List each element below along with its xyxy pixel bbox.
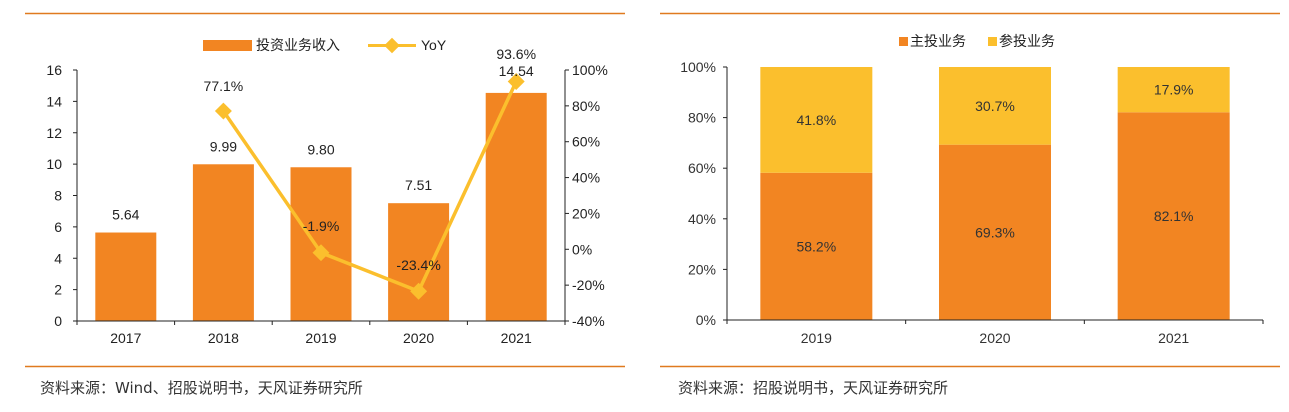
- bar-participation-2021: [1117, 67, 1230, 113]
- left-tick-label: 2: [54, 282, 62, 298]
- main-share-label: 69.3%: [975, 224, 1015, 240]
- bar-participation-2020: [939, 67, 1051, 145]
- yoy-value-label: -23.4%: [396, 257, 440, 273]
- x-tick-label: 2021: [1158, 330, 1189, 346]
- x-tick-label: 2018: [208, 330, 239, 346]
- y-tick-label: 20%: [688, 261, 716, 277]
- bar-main-2021: [1117, 112, 1230, 320]
- main-share-label: 82.1%: [1154, 208, 1194, 224]
- legend-marker-yoy: [384, 37, 400, 54]
- x-tick-label: 2020: [979, 330, 1010, 346]
- bar-revenue-2021: [485, 92, 547, 321]
- bar-main-2020: [939, 144, 1051, 320]
- right-tick-label: 80%: [572, 98, 600, 114]
- left-tick-label: 4: [54, 250, 62, 266]
- bar-revenue-2017: [95, 232, 157, 321]
- yoy-point-2019: [312, 244, 330, 262]
- right-tick-label: -40%: [572, 313, 605, 329]
- yoy-value-label: -1.9%: [303, 218, 340, 234]
- right-source-note: 资料来源：招股说明书，天风证券研究所: [678, 379, 949, 397]
- right-tick-label: -20%: [572, 277, 605, 293]
- bar-revenue-2018: [192, 164, 254, 321]
- legend-label-yoy: YoY: [421, 37, 447, 53]
- bar-value-label: 9.80: [307, 141, 334, 157]
- legend-swatch-bar: [203, 40, 252, 51]
- participation-share-label: 17.9%: [1154, 82, 1194, 98]
- bar-revenue-2019: [290, 167, 352, 321]
- right-chart-panel: 主投业务 参投业务 58.2% 41.8% 2019 69.3% 30.7% 2020 82.1…: [660, 0, 1289, 407]
- left-tick-label: 0: [54, 313, 62, 329]
- right-tick-label: 100%: [572, 62, 608, 78]
- left-tick-label: 12: [46, 125, 62, 141]
- x-tick-label: 2020: [403, 330, 434, 346]
- right-tick-label: 0%: [572, 241, 592, 257]
- participation-share-label: 41.8%: [796, 112, 836, 128]
- x-tick-label: 2019: [305, 330, 336, 346]
- right-tick-label: 60%: [572, 134, 600, 150]
- x-tick-label: 2019: [801, 330, 832, 346]
- business-share-chart: 主投业务 参投业务 58.2% 41.8% 2019 69.3% 30.7% 2020 82.1…: [660, 12, 1280, 368]
- x-tick-label: 2021: [501, 330, 532, 346]
- revenue-yoy-chart: 投资业务收入 YoY 0 2 4 6 8 10 12 14 16 -40% -20% 0% 20% 40% 60…: [25, 12, 625, 368]
- legend-swatch-main: [899, 37, 908, 46]
- yoy-point-2018: [214, 102, 232, 120]
- yoy-value-label: 93.6%: [496, 46, 536, 62]
- bar-participation-2019: [760, 67, 873, 173]
- bar-value-label: 7.51: [405, 177, 432, 193]
- main-share-label: 58.2%: [796, 238, 836, 254]
- left-tick-label: 10: [46, 156, 62, 172]
- left-tick-label: 6: [54, 219, 62, 235]
- legend-label-main: 主投业务: [910, 33, 966, 49]
- bar-main-2019: [760, 172, 873, 320]
- y-tick-label: 0%: [696, 312, 716, 328]
- right-tick-label: 20%: [572, 205, 600, 221]
- bar-value-label: 5.64: [112, 207, 139, 223]
- bar-value-label: 9.99: [210, 138, 237, 154]
- bar-revenue-2020: [388, 203, 450, 321]
- legend-label-participation: 参投业务: [999, 33, 1055, 49]
- yoy-value-label: 77.1%: [204, 78, 244, 94]
- y-tick-label: 100%: [680, 59, 716, 75]
- left-source-note: 资料来源：Wind、招股说明书，天风证券研究所: [40, 379, 363, 397]
- bar-value-label: 14.54: [499, 63, 534, 79]
- left-tick-label: 8: [54, 188, 62, 204]
- x-tick-label: 2017: [110, 330, 141, 346]
- legend-swatch-participation: [988, 37, 997, 46]
- y-tick-label: 80%: [688, 110, 716, 126]
- left-tick-label: 16: [46, 62, 62, 78]
- yoy-line: [221, 80, 518, 293]
- y-tick-label: 40%: [688, 211, 716, 227]
- left-tick-label: 14: [46, 93, 62, 109]
- yoy-point-2020: [410, 282, 428, 300]
- participation-share-label: 30.7%: [975, 98, 1015, 114]
- yoy-point-2021: [507, 72, 525, 90]
- left-chart-panel: 投资业务收入 YoY 0 2 4 6 8 10 12 14 16 -40% -20% 0% 20% 40% 60…: [0, 0, 640, 407]
- legend-label-bar: 投资业务收入: [256, 37, 340, 53]
- right-tick-label: 40%: [572, 170, 600, 186]
- y-tick-label: 60%: [688, 160, 716, 176]
